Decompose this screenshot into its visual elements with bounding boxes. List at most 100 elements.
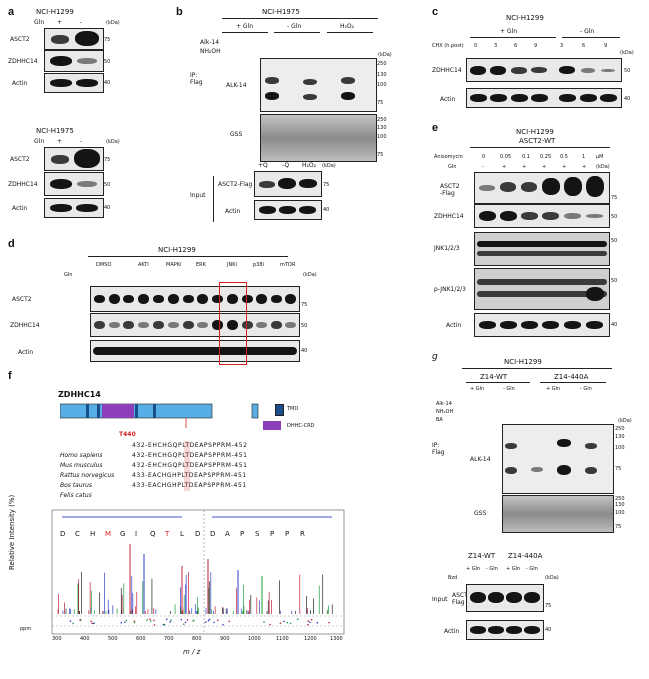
mw-marker: 75 [301,302,308,308]
blot-alk14 [260,58,377,112]
gln-sign: + [582,164,587,170]
blot-zdhhc14-chx [466,58,622,82]
species-seq: 432-EHCHGQPLTDEAPSPPRM-452 [132,442,248,449]
panel-b-label: b [176,6,183,18]
blot-label: Actin [225,208,241,215]
ppm-error-point [186,619,189,621]
ppm-error-point [162,623,165,626]
ms-spectrum [51,509,345,635]
mw-marker: 75 [377,152,384,158]
residue: I [135,530,138,538]
blot-row-label: ZDHHC14 [8,58,38,65]
mw-marker: 40 [611,322,618,328]
row-label-ba: BA [436,417,443,423]
peptide-sequence: D C H M G I Q T L D D A P S P P R [60,530,320,542]
mw-marker: 75 [611,195,618,201]
blot-row-label: Actin [12,205,28,212]
x-axis-ticks: 300 400 500 600 700 800 900 1000 1100 12… [52,636,348,644]
mw-marker: 250 [615,496,625,502]
time-label: 0 [474,43,478,49]
kda-label: (kDa) [620,50,634,56]
kda-label: (kDa) [106,139,120,145]
ppm-error-point [120,621,123,624]
treatment-label: JNKi [227,262,237,268]
ppm-error-point [146,619,148,621]
input-construct: Z14-WT [468,552,496,560]
construct-label: Z14-440A [554,373,589,381]
blot-asct2-flag-e [474,172,610,204]
ppm-error-point [204,621,207,623]
gln-sign: - [482,164,484,170]
ppm-error-point [228,620,231,623]
ppm-error-point [165,618,168,620]
ppm-error-point [222,623,224,626]
gln-label: - Gln [580,386,592,392]
ppm-error-point [124,621,126,623]
ppm-error-point [310,618,313,621]
panel-g-label: g [432,352,438,362]
gln-sign: + [562,164,567,170]
conc-label: 0.1 [522,154,530,160]
blot-row-label: ASCT2 -Flag [440,183,460,197]
mw-marker: 75 [377,100,384,106]
mw-marker: 130 [615,502,625,508]
species-seq: 433-EACHGHPLTDEAPSPPRM-451 [132,482,247,489]
blot-jnk-e [474,232,610,266]
x-tick: 1000 [248,636,261,642]
mw-marker: 250 [615,426,625,432]
ppm-error-point [149,618,151,620]
ppm-error-point [133,620,136,622]
mw-marker: 40 [104,205,111,211]
ppm-error-point [307,623,309,626]
panel-a1-cell: NCI-H1299 [36,8,74,16]
ppm-error-point [153,619,155,622]
mw-marker: 75 [615,524,622,530]
mw-marker: 40 [323,207,330,213]
mw-marker: 100 [377,82,387,88]
blot-row-label: ASCT2 [10,156,30,163]
treatment-label: p38i [253,262,264,268]
ppm-error-point [328,621,330,624]
x-tick: 500 [108,636,118,642]
x-tick: 1200 [304,636,317,642]
mw-marker: 130 [377,125,387,131]
minus-sign: - [80,138,83,145]
spectrum-ylabel: Relative Intensity (%) [8,494,16,570]
input-label: Input [432,596,448,603]
alignment-table: Homo sapiens 432-EHCHGQPLTDEAPSPPRM-452 … [60,442,247,499]
mw-marker: 75 [615,466,622,472]
ppm-label: ppm [20,626,32,632]
anisomycin-label: Anisomycin [434,154,463,160]
condition-label: H₂O₂ [340,23,355,30]
residue: P [240,530,245,538]
condition-label: - Gln [287,23,302,30]
mw-marker: 50 [301,323,308,329]
panel-a2-cell: NCI-H1975 [36,127,74,135]
species-name: Homo sapiens [60,452,103,459]
blot-asct2-flag-g [466,584,544,612]
residue: D [195,530,201,538]
input-lane: -Q [282,162,290,169]
gln-label: - Gln [503,386,515,392]
ppm-error-point [149,620,152,622]
gln-label: Gln [64,272,73,278]
input-gln: - Gln [486,566,498,572]
row-label-nh2oh: NH₂OH [200,48,221,55]
ppm-error-point [69,620,72,622]
time-label: 6 [514,43,518,49]
kda-label: (kDa) [322,163,336,169]
blot-row-label: Actin [12,80,28,87]
input-row-label: Bzd [448,575,458,581]
conc-label: 1 [582,154,586,160]
blot-row-label: ZDHHC14 [434,213,464,220]
blot-label: ALK-14 [226,82,247,89]
panel-b-cell: NCI-H1975 [262,8,300,16]
panel-d-label: d [8,238,15,250]
kda-label: (kDa) [303,272,317,278]
blot-zdhhc14-h1299 [44,50,104,72]
blot-actin-h1299 [44,73,104,93]
x-tick: 800 [192,636,202,642]
blot-row-label: ASCT2 [12,296,32,303]
residue: S [255,530,260,538]
ppm-error-point [163,623,166,626]
